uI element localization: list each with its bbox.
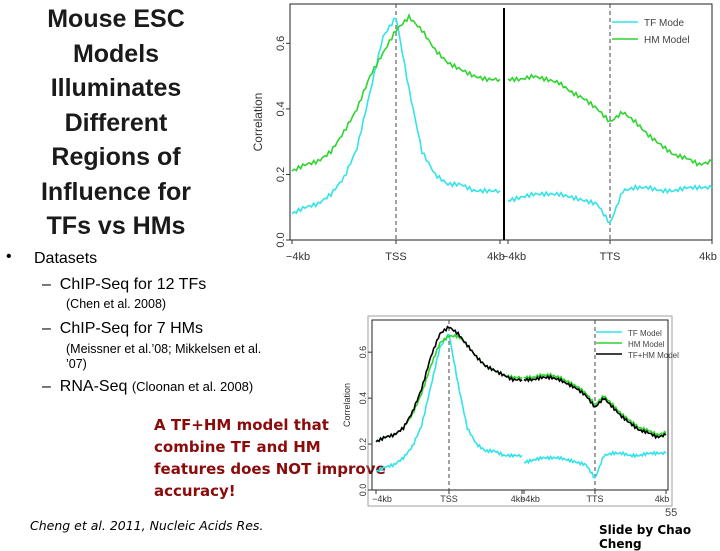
y-tick-label: 0.2 (358, 438, 368, 451)
series-line-tf-model (523, 450, 667, 479)
sub-bullet-text: ChIP-Seq for 7 HMs (59, 320, 203, 337)
dash: – (42, 378, 51, 395)
title-line: Mouse ESC (47, 5, 185, 33)
series-line-tf-hm-model (375, 325, 523, 443)
x-tick-label: TTS (600, 251, 621, 263)
y-tick-label: 0.4 (358, 392, 368, 405)
citation-cloonan: (Cloonan et al. 2008) (131, 379, 254, 394)
sub-bullet-hm: – ChIP-Seq for 7 HMs (42, 320, 203, 338)
legend-entry: TF Mode (644, 18, 684, 29)
series-line-tf-hm-model (523, 374, 667, 440)
x-tick-label: −4kb (286, 251, 310, 263)
title-line: Influence for (40, 177, 191, 206)
bullet-main: Datasets (34, 250, 98, 267)
slide-title: Mouse ESC Models Illuminates Different R… (18, 2, 214, 244)
series-line-tf-mode (507, 183, 713, 224)
citation-line: ’07) (66, 357, 87, 371)
x-tick-label: 4kb (655, 494, 670, 504)
y-tick-label: 0.2 (275, 167, 287, 182)
citation-meissner: (Meissner et al.’08; Mikkelsen et al. ’0… (66, 342, 261, 372)
series-line-hm-model (523, 372, 667, 438)
paper-citation: Cheng et al. 2011, Nucleic Acids Res. (30, 518, 264, 533)
sub-bullet-text: RNA-Seq (59, 378, 128, 395)
series-line-tf-mode (291, 17, 501, 215)
x-tick-label: TSS (440, 494, 458, 504)
legend-entry: TF+HM Model (628, 351, 679, 360)
note-line: features does NOT improve (154, 460, 386, 478)
citation-chen: (Chen et al. 2008) (66, 297, 167, 311)
y-axis-label: Correlation (342, 383, 352, 427)
citation-line: (Meissner et al.’08; Mikkelsen et al. (66, 342, 262, 356)
dash: – (42, 276, 51, 293)
title-line: Illuminates (50, 74, 182, 102)
x-tick-label: −4kb (372, 494, 392, 504)
series-line-hm-model (507, 73, 713, 167)
x-tick-label: −4kb (502, 251, 526, 263)
x-tick-label: TTS (587, 494, 604, 504)
dash: – (42, 320, 51, 337)
title-line: Models (72, 39, 160, 68)
plot-frame (371, 319, 669, 491)
y-axis-label: Correlation (251, 93, 265, 152)
note-line: accuracy! (154, 482, 236, 500)
x-tick-label: −4kb (520, 494, 540, 504)
legend-entry: TF Model (628, 329, 662, 338)
sub-bullet-rna: – RNA-Seq (Cloonan et al. 2008) (42, 378, 253, 396)
sub-bullet-text: ChIP-Seq for 12 TFs (59, 276, 207, 293)
legend-entry: HM Model (644, 35, 690, 46)
note-line: A TF+HM model that (154, 416, 329, 434)
y-tick-label: 0.6 (358, 346, 368, 359)
y-tick-label: 0.0 (358, 484, 368, 497)
x-tick-label: 4kb (511, 494, 526, 504)
legend-entry: HM Model (628, 340, 665, 349)
x-tick-label: TSS (385, 251, 406, 263)
bullet-symbol: • (6, 248, 12, 265)
y-tick-label: 0.4 (275, 101, 287, 116)
chart-border (367, 315, 673, 507)
x-tick-label: 4kb (699, 251, 717, 263)
x-tick-label: 4kb (487, 251, 505, 263)
title-line: TFs vs HMs (46, 212, 186, 240)
title-line: Different (64, 108, 168, 137)
title-line: Regions of (51, 143, 181, 171)
series-line-tf-model (375, 333, 523, 473)
note-line: combine TF and HM (154, 438, 321, 456)
y-tick-label: 0.6 (275, 36, 287, 51)
conclusion-note: A TF+HM model that combine TF and HM fea… (154, 414, 386, 502)
y-tick-label: 0.0 (275, 232, 287, 247)
series-line-hm-model (291, 12, 501, 172)
page-number: 55 (665, 507, 678, 519)
plot-frame (289, 3, 713, 241)
sub-bullet-tf: – ChIP-Seq for 12 TFs (42, 276, 206, 294)
